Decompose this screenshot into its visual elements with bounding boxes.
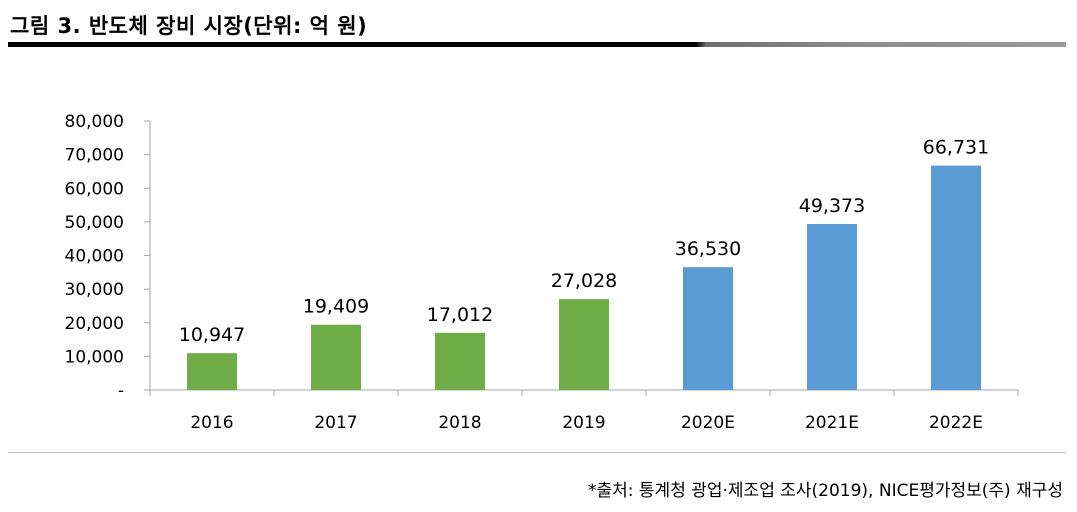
- x-tick-label: 2021E: [805, 413, 859, 433]
- source-note: *출처: 통계청 광업·제조업 조사(2019), NICE평가정보(주) 재구…: [588, 481, 1063, 501]
- data-label-2019: 27,028: [551, 270, 617, 292]
- bar-2022E: [931, 165, 981, 390]
- bar-2020E: [683, 267, 733, 390]
- y-tick-label: 60,000: [65, 179, 124, 199]
- y-tick-label: 30,000: [65, 280, 124, 300]
- y-tick-label: 50,000: [65, 213, 124, 233]
- bottom-divider: [8, 452, 1066, 453]
- bars: [187, 165, 981, 390]
- y-tick-label: 70,000: [65, 146, 124, 166]
- data-labels: 10,947 19,409 17,012 27,028 36,530 49,373 66,7…: [179, 137, 989, 347]
- x-tick-label: 2020E: [681, 413, 735, 433]
- data-label-2020E: 36,530: [675, 238, 741, 260]
- title-underline: [8, 42, 1066, 47]
- x-tick-label: 2016: [190, 413, 233, 433]
- data-label-2016: 10,947: [179, 324, 245, 346]
- y-tick-label: -: [118, 381, 124, 401]
- bar-2017: [311, 324, 361, 390]
- bar-2019: [559, 299, 609, 390]
- x-tick-label: 2017: [314, 413, 357, 433]
- data-label-2017: 19,409: [303, 296, 369, 318]
- x-tick-label: 2022E: [929, 413, 983, 433]
- figure-title: 그림 3. 반도체 장비 시장(단위: 억 원): [10, 14, 368, 38]
- data-label-2021E: 49,373: [799, 195, 865, 217]
- y-tick-label: 40,000: [65, 247, 124, 267]
- bar-2018: [435, 332, 485, 390]
- x-tick-label: 2019: [562, 413, 605, 433]
- y-axis: - 10,000 20,000 30,000 40,000 50,000 60,000 70,…: [65, 112, 151, 401]
- data-label-2022E: 66,731: [923, 137, 989, 159]
- x-axis: 2016 2017 2018 2019 2020E 2021E 2022E: [149, 389, 1019, 433]
- y-tick-label: 20,000: [65, 314, 124, 334]
- x-tick-label: 2018: [438, 413, 481, 433]
- y-tick-label: 10,000: [65, 347, 124, 367]
- data-label-2018: 17,012: [427, 304, 493, 326]
- bar-2021E: [807, 223, 857, 390]
- bar-2016: [187, 353, 237, 390]
- y-tick-label: 80,000: [65, 112, 124, 132]
- bar-chart: - 10,000 20,000 30,000 40,000 50,000 60,000 70,…: [65, 112, 1019, 433]
